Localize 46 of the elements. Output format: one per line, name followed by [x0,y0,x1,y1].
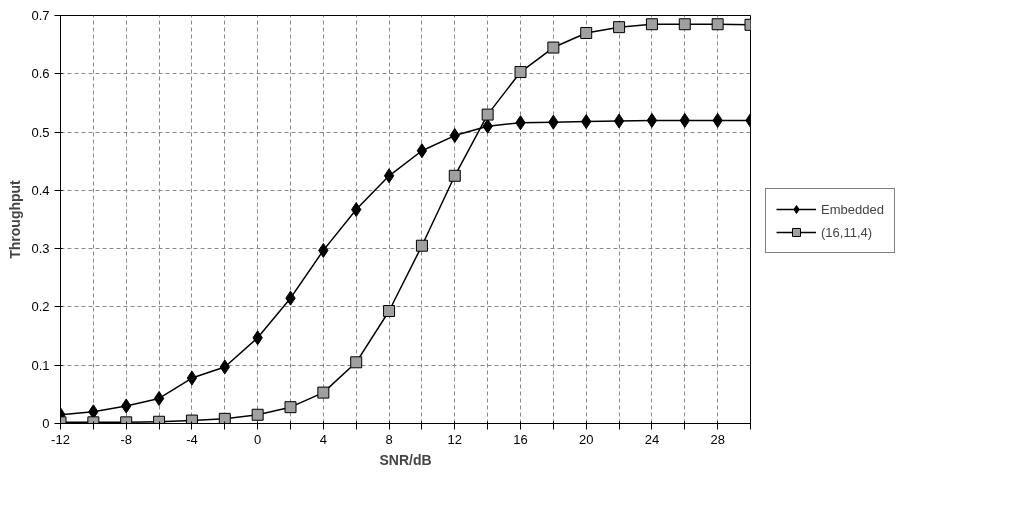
point [613,21,626,34]
point [613,113,625,129]
x-tick-label: 0 [254,431,262,447]
point [645,18,658,31]
x-tick-label: 8 [385,431,393,447]
x-tick-label: -4 [186,431,198,447]
y-tick-label: 0.5 [31,124,50,140]
x-tick-label: 24 [644,431,660,447]
point [711,18,724,31]
x-tick-label: 20 [578,431,594,447]
x-tick-label: 12 [447,431,463,447]
y-tick-label: 0.6 [31,66,50,82]
y-tick-label: 0.7 [31,8,50,23]
y-tick-label: 0 [42,416,50,431]
point [481,108,494,121]
x-tick-label: -8 [120,431,132,447]
x-tick-label: 28 [710,431,725,447]
y-tick-label: 0.4 [31,182,50,198]
point [185,414,198,424]
legend-label: (16,11,4) [821,224,873,240]
x-tick-label: 4 [319,431,327,447]
point [186,370,198,386]
point [383,305,396,318]
point [415,239,428,252]
point [646,112,658,128]
point [514,66,527,79]
point [251,408,264,421]
legend-label: Embedded [821,201,884,217]
point [580,26,593,39]
x-tick-label: 16 [513,431,528,447]
point [416,143,428,159]
point [284,401,297,414]
y-tick-label: 0.3 [31,241,50,257]
point [448,169,461,182]
point [218,412,231,424]
point [317,386,330,399]
x-tick-label: -12 [51,431,70,447]
y-axis-title: Throughput [7,179,24,259]
point [383,168,395,184]
point [678,18,691,31]
y-tick-label: 0.2 [31,299,50,315]
x-axis-title: SNR/dB [379,451,432,468]
y-tick-label: 0.1 [31,357,50,373]
point [547,41,560,54]
point [350,356,363,369]
point [153,390,165,406]
